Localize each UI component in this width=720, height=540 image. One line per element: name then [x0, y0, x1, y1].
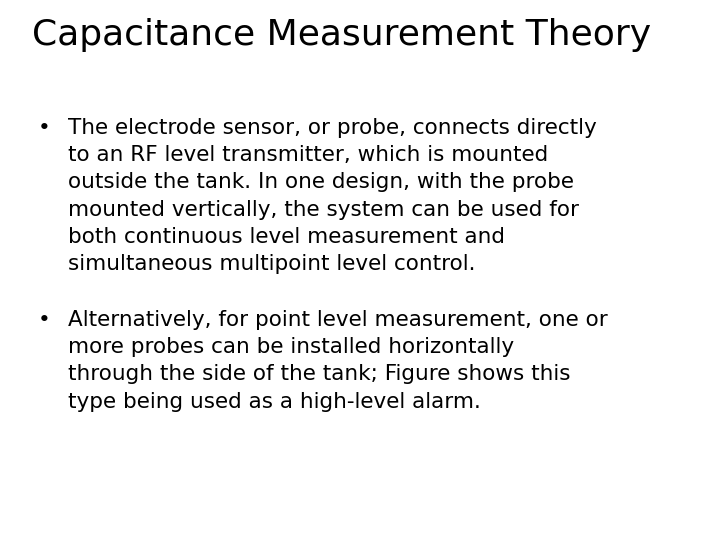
- Text: The electrode sensor, or probe, connects directly
to an RF level transmitter, wh: The electrode sensor, or probe, connects…: [68, 118, 597, 274]
- Text: Capacitance Measurement Theory: Capacitance Measurement Theory: [32, 18, 652, 52]
- Text: •: •: [37, 118, 50, 138]
- Text: Alternatively, for point level measurement, one or
more probes can be installed : Alternatively, for point level measureme…: [68, 310, 608, 411]
- Text: •: •: [37, 310, 50, 330]
